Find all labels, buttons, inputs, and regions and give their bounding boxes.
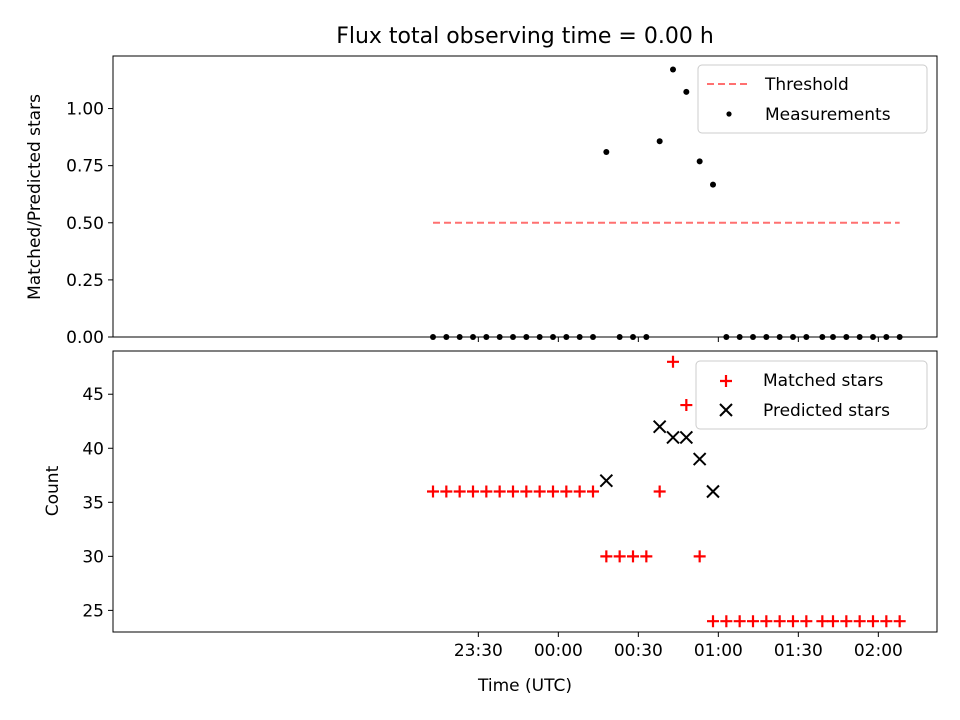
matched-star-point	[816, 615, 829, 628]
matched-star-point	[560, 485, 573, 498]
matched-star-point	[440, 485, 453, 498]
top-axes-frame	[112, 55, 938, 338]
top-y-axis-label: Matched/Predicted stars	[25, 94, 45, 300]
measurement-point	[603, 148, 610, 155]
matched-star-point	[880, 615, 893, 628]
matched-star-point	[800, 615, 813, 628]
matched-star-point	[840, 615, 853, 628]
legend-measurements-swatch	[726, 111, 732, 117]
matched-star-point	[467, 485, 479, 498]
matched-star-point	[547, 485, 559, 498]
matched-star-point	[693, 550, 706, 563]
matched-star-point	[667, 355, 679, 368]
predicted-star-point	[706, 484, 720, 499]
measurement-point	[710, 181, 716, 188]
predicted-star-point	[692, 452, 707, 466]
measurement-point	[670, 66, 676, 73]
matched-star-point	[733, 615, 746, 628]
y-tick-label: 45	[82, 385, 104, 405]
matched-star-point	[453, 485, 466, 498]
y-tick-label: 35	[82, 493, 104, 513]
matched-star-point	[720, 615, 733, 628]
bottom-legend: Matched stars Predicted stars	[695, 360, 928, 430]
matched-star-point	[867, 615, 879, 628]
legend-frame	[695, 360, 928, 430]
legend-measurements-label: Measurements	[765, 105, 891, 125]
legend-frame	[697, 64, 928, 134]
y-tick-label: 1.00	[66, 100, 104, 120]
x-tick-label: 00:30	[614, 641, 663, 661]
predicted-star-point	[652, 419, 667, 434]
matched-star-point	[747, 615, 759, 628]
matched-star-point	[893, 615, 906, 628]
matched-star-point	[627, 550, 639, 563]
predicted-star-point	[599, 473, 614, 488]
matched-star-point	[493, 485, 506, 498]
matched-star-point	[680, 399, 693, 412]
measurement-point	[683, 88, 690, 95]
y-tick-label: 0.25	[66, 271, 104, 291]
matched-star-point	[653, 485, 666, 498]
x-tick-label: 01:00	[694, 641, 743, 661]
matched-star-point	[533, 485, 546, 498]
y-tick-label: 25	[82, 601, 104, 621]
matched-star-point	[853, 615, 866, 628]
bottom-y-axis-label: Count	[43, 465, 63, 516]
y-tick-label: 0.50	[66, 214, 104, 234]
matched-star-point	[587, 485, 599, 498]
x-axis-label: Time (UTC)	[477, 676, 572, 696]
matched-star-point	[760, 615, 773, 628]
matched-star-point	[507, 485, 519, 498]
matched-star-point	[613, 550, 626, 563]
matched-star-point	[480, 485, 493, 498]
y-tick-label: 0.00	[66, 328, 104, 348]
measurement-point	[696, 158, 703, 165]
matched-star-point	[640, 550, 653, 563]
measurement-point	[656, 138, 663, 145]
matched-star-point	[707, 615, 719, 628]
top-legend: Threshold Measurements	[697, 64, 928, 134]
matched-star-point	[827, 615, 839, 628]
chart-title: Flux total observing time = 0.00 h	[336, 24, 714, 49]
y-tick-label: 30	[82, 547, 104, 567]
matched-star-point	[427, 485, 439, 498]
x-tick-label: 23:30	[454, 641, 503, 661]
x-tick-label: 01:30	[774, 641, 823, 661]
legend-predicted-swatch	[719, 403, 733, 417]
predicted-star-point	[679, 430, 694, 445]
matched-star-point	[787, 615, 799, 628]
matched-star-point	[773, 615, 786, 628]
matched-star-point	[600, 550, 613, 563]
matched-star-point	[573, 485, 586, 498]
x-tick-label: 00:00	[534, 641, 583, 661]
bottom-plot: 23:30 00:00 00:30 01:00 01:30 02:00 25 30 35 40 45	[82, 350, 938, 661]
bottom-axes-frame	[112, 350, 938, 633]
y-tick-label: 40	[82, 439, 104, 459]
x-tick-label: 02:00	[854, 641, 903, 661]
y-tick-label: 0.75	[66, 157, 104, 177]
top-plot: 0.00 0.25 0.50 0.75 1.00	[66, 55, 938, 348]
legend-matched-swatch	[720, 375, 732, 387]
legend-predicted-label: Predicted stars	[763, 401, 890, 421]
legend-matched-label: Matched stars	[763, 371, 883, 391]
predicted-star-point	[666, 430, 680, 445]
matched-star-point	[520, 485, 533, 498]
legend-threshold-label: Threshold	[764, 75, 849, 95]
